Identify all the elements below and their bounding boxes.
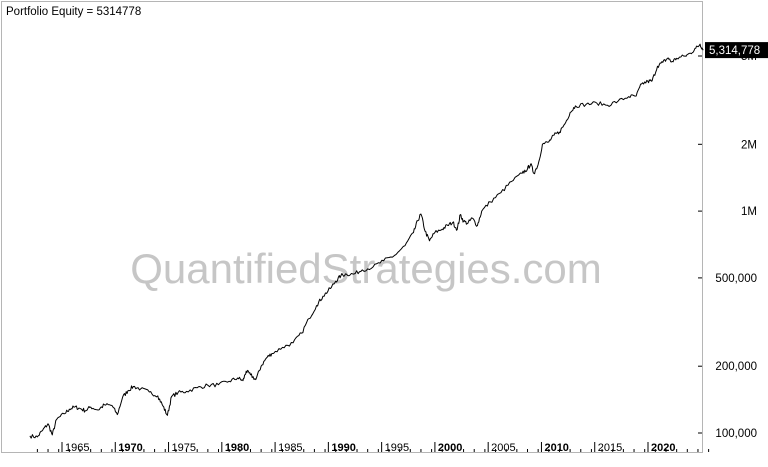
x-tick-label: 2020	[651, 442, 675, 454]
x-tick-label: 1995	[385, 442, 409, 454]
x-tick-label: 1980	[225, 442, 249, 454]
y-tick-label: 200,000	[715, 361, 757, 373]
chart-title: Portfolio Equity = 5314778	[6, 6, 141, 18]
x-tick-label: 2015	[598, 442, 622, 454]
y-tick-label: 1M	[741, 206, 757, 218]
watermark-text: QuantifiedStrategies.com	[130, 245, 602, 292]
x-tick-label: 1975	[172, 442, 196, 454]
x-tick-label: 1990	[331, 442, 355, 454]
x-tick-label: 1970	[118, 442, 142, 454]
last-value-badge	[705, 42, 768, 59]
x-tick-label: 1965	[65, 442, 89, 454]
y-tick-label: 100,000	[715, 428, 757, 440]
y-tick-label: 500,000	[715, 273, 757, 285]
y-tick-label: 2M	[741, 139, 757, 151]
x-tick-label: 2005	[491, 442, 515, 454]
x-tick-label: 1985	[278, 442, 302, 454]
x-tick-label: 2000	[438, 442, 462, 454]
last-value-marker: 5,314,778	[705, 42, 768, 59]
series-equity-line	[29, 43, 704, 439]
x-axis: 1965 1970 1975 1980 1985 1990 1995 2000 2005 2010…	[36, 442, 710, 454]
last-value-label: 5,314,778	[709, 45, 760, 57]
x-tick-label: 2010	[544, 442, 568, 454]
plot-frame	[1, 1, 703, 453]
